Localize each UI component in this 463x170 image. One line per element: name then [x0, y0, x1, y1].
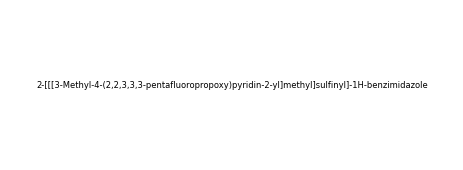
- Text: 2-[[[3-Methyl-4-(2,2,3,3,3-pentafluoropropoxy)pyridin-2-yl]methyl]sulfinyl]-1H-b: 2-[[[3-Methyl-4-(2,2,3,3,3-pentafluoropr…: [36, 81, 427, 89]
